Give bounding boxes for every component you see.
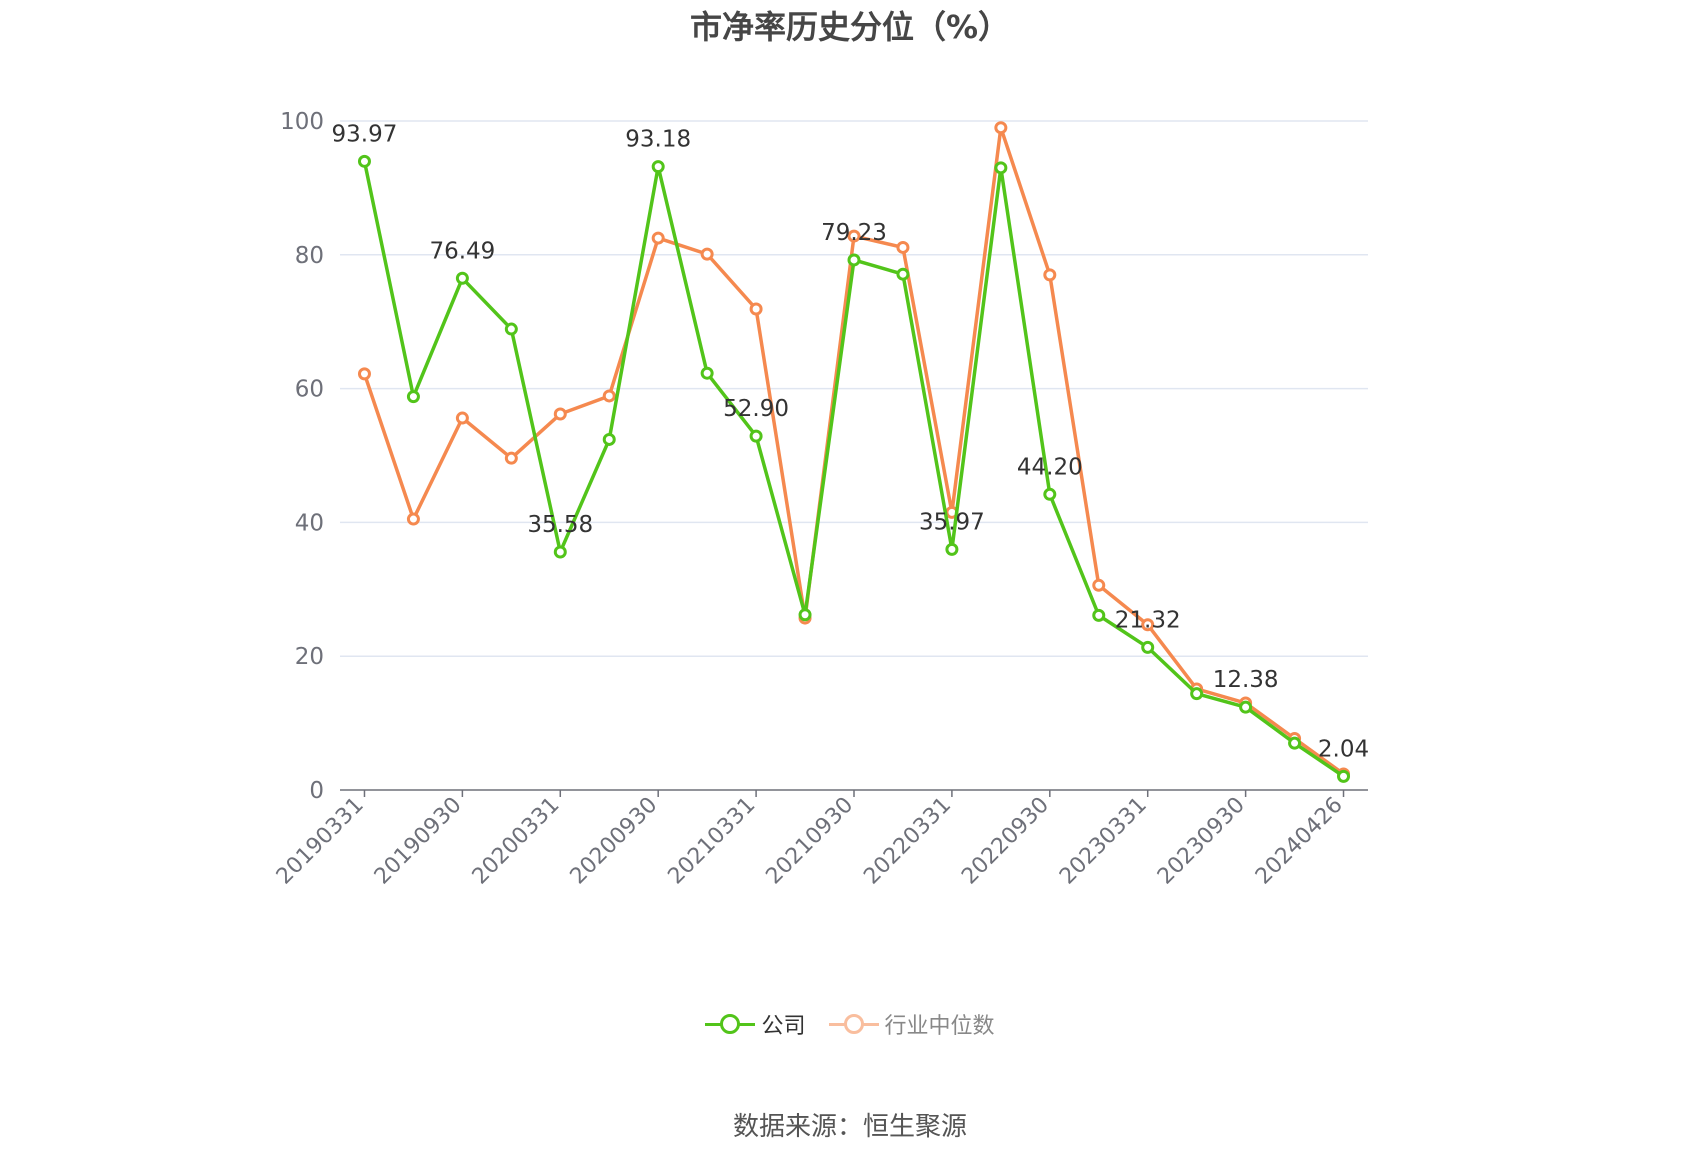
legend-item-industry[interactable]: 行业中位数	[828, 1008, 995, 1040]
data-point	[455, 271, 469, 285]
data-labels: 93.97 76.49 35.58 93.18 52.90 79.23 35.97 44.20…	[332, 121, 1370, 762]
data-point	[1141, 640, 1155, 654]
data-label: 2.04	[1318, 736, 1369, 762]
x-axis: 20190331 20190930 20200331 20200930 20210331…	[272, 789, 1368, 890]
legend: 公司 行业中位数	[0, 1008, 1700, 1040]
x-tick-label: 20220930	[957, 793, 1054, 890]
legend-swatch-industry	[828, 1011, 879, 1037]
data-point	[896, 240, 910, 254]
data-label: 35.97	[919, 509, 985, 535]
data-point	[749, 302, 763, 316]
data-label: 35.58	[527, 512, 593, 538]
y-tick-label: 80	[295, 243, 324, 269]
y-tick-label: 0	[309, 778, 324, 804]
data-label: 44.20	[1017, 454, 1083, 480]
data-point	[1288, 736, 1302, 750]
grid-lines	[340, 120, 1368, 657]
chart-title: 市净率历史分位（%）	[689, 8, 1011, 46]
legend-label-industry: 行业中位数	[884, 1014, 995, 1039]
data-point	[1141, 618, 1155, 632]
data-point	[994, 121, 1008, 135]
data-point	[504, 322, 518, 336]
x-tick-label: 20190930	[370, 793, 467, 890]
data-point	[553, 545, 567, 559]
data-label: 76.49	[429, 238, 495, 264]
x-tick-label: 20200930	[566, 793, 663, 890]
data-point	[406, 512, 420, 526]
data-point	[651, 160, 665, 174]
series-group	[357, 121, 1351, 783]
data-point	[700, 247, 714, 261]
x-tick-label: 20190331	[272, 793, 369, 890]
data-point	[994, 161, 1008, 175]
data-point	[1239, 700, 1253, 714]
data-point	[896, 267, 910, 281]
y-tick-label: 60	[295, 377, 324, 403]
data-point	[1092, 578, 1106, 592]
data-point	[602, 432, 616, 446]
data-point	[553, 407, 567, 421]
data-label: 52.90	[723, 396, 789, 422]
data-point	[945, 542, 959, 556]
data-point	[651, 231, 665, 245]
data-source: 数据来源：恒生聚源	[732, 1112, 967, 1142]
y-tick-label: 20	[295, 644, 324, 670]
data-label: 79.23	[821, 220, 887, 246]
data-point	[406, 390, 420, 404]
x-tick-label: 20230331	[1055, 793, 1152, 890]
y-tick-label: 40	[295, 510, 324, 536]
data-label: 93.97	[332, 121, 398, 147]
data-point	[357, 367, 371, 381]
legend-swatch-company	[705, 1011, 756, 1037]
data-point	[1092, 608, 1106, 622]
legend-label-company: 公司	[761, 1014, 806, 1039]
x-tick-label: 20230930	[1153, 793, 1250, 890]
y-tick-label: 100	[280, 109, 324, 135]
data-point	[455, 411, 469, 425]
data-point	[1043, 268, 1057, 282]
data-point	[504, 451, 518, 465]
data-point	[700, 366, 714, 380]
x-tick-label: 20240426	[1251, 793, 1348, 890]
data-point	[602, 389, 616, 403]
data-point	[357, 154, 371, 168]
data-point	[847, 253, 861, 267]
data-point	[798, 608, 812, 622]
y-axis: 0 20 40 60 80 100	[280, 109, 324, 804]
x-tick-label: 20210930	[761, 793, 858, 890]
data-point	[1043, 487, 1057, 501]
x-tick-label: 20210331	[663, 793, 760, 890]
data-point	[847, 229, 861, 243]
data-label: 21.32	[1115, 607, 1181, 633]
data-point	[1337, 769, 1351, 783]
data-point	[749, 429, 763, 443]
data-label: 93.18	[625, 127, 691, 153]
x-tick-label: 20200331	[468, 793, 565, 890]
data-label: 12.38	[1213, 667, 1279, 693]
legend-item-company[interactable]: 公司	[705, 1008, 806, 1040]
x-tick-label: 20220331	[859, 793, 956, 890]
data-point	[1190, 687, 1204, 701]
